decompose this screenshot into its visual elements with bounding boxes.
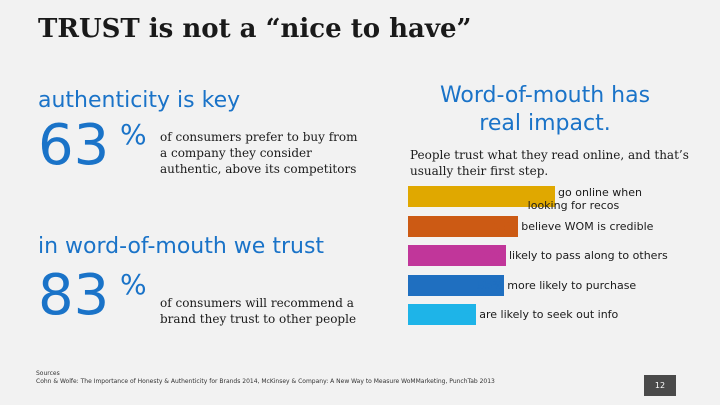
bar-5 — [408, 304, 477, 325]
bar-category-label: are likely to seek out info — [479, 308, 619, 321]
bar-value-label: 55% — [476, 278, 504, 292]
wom-trust-heading: in word-of-mouth we trust — [38, 234, 325, 259]
chart-title-line1: Word-of-mouth has — [439, 83, 651, 108]
page-number: 12 — [644, 375, 676, 396]
authenticity-heading: authenticity is key — [38, 88, 241, 113]
bar-category-label: go online when — [558, 186, 642, 199]
bar-category-label-line2: looking for recos — [527, 199, 620, 212]
slide-title: TRUST is not a “nice to have” — [38, 14, 472, 44]
bar-value-label: 39% — [448, 308, 476, 321]
sources-heading: Sources — [36, 370, 60, 377]
bar-category-label: more likely to purchase — [507, 278, 637, 292]
bar-2 — [408, 215, 519, 237]
authenticity-description: of consumers prefer to buy from a compan… — [160, 130, 358, 176]
bar-4 — [408, 274, 505, 296]
bar-value-label: 56% — [478, 249, 505, 262]
sources-text: Cohn & Wolfe: The Importance of Honesty … — [36, 378, 495, 385]
bar-value-label: 63% — [490, 219, 518, 233]
chart-title: Word-of-mouth has real impact. — [410, 82, 680, 138]
bar-value-label: 84% — [527, 186, 554, 199]
chart-title-line2: real impact. — [479, 111, 611, 136]
authenticity-stat-percent: % — [120, 118, 147, 151]
chart-subtitle: People trust what they read online, and … — [410, 148, 689, 178]
sources: Sources Cohn & Wolfe: The Importance of … — [36, 370, 495, 386]
bar-3 — [408, 245, 506, 266]
wom-trust-stat-percent: % — [120, 268, 147, 301]
authenticity-stat-number: 63 — [38, 113, 110, 178]
wom-trust-description: of consumers will recommend a brand they… — [160, 296, 357, 326]
bar-category-label: likely to pass along to others — [509, 249, 668, 262]
bar-1 — [408, 186, 555, 207]
wom-trust-stat-number: 83 — [38, 263, 110, 328]
bar-category-label: believe WOM is credible — [521, 219, 654, 233]
